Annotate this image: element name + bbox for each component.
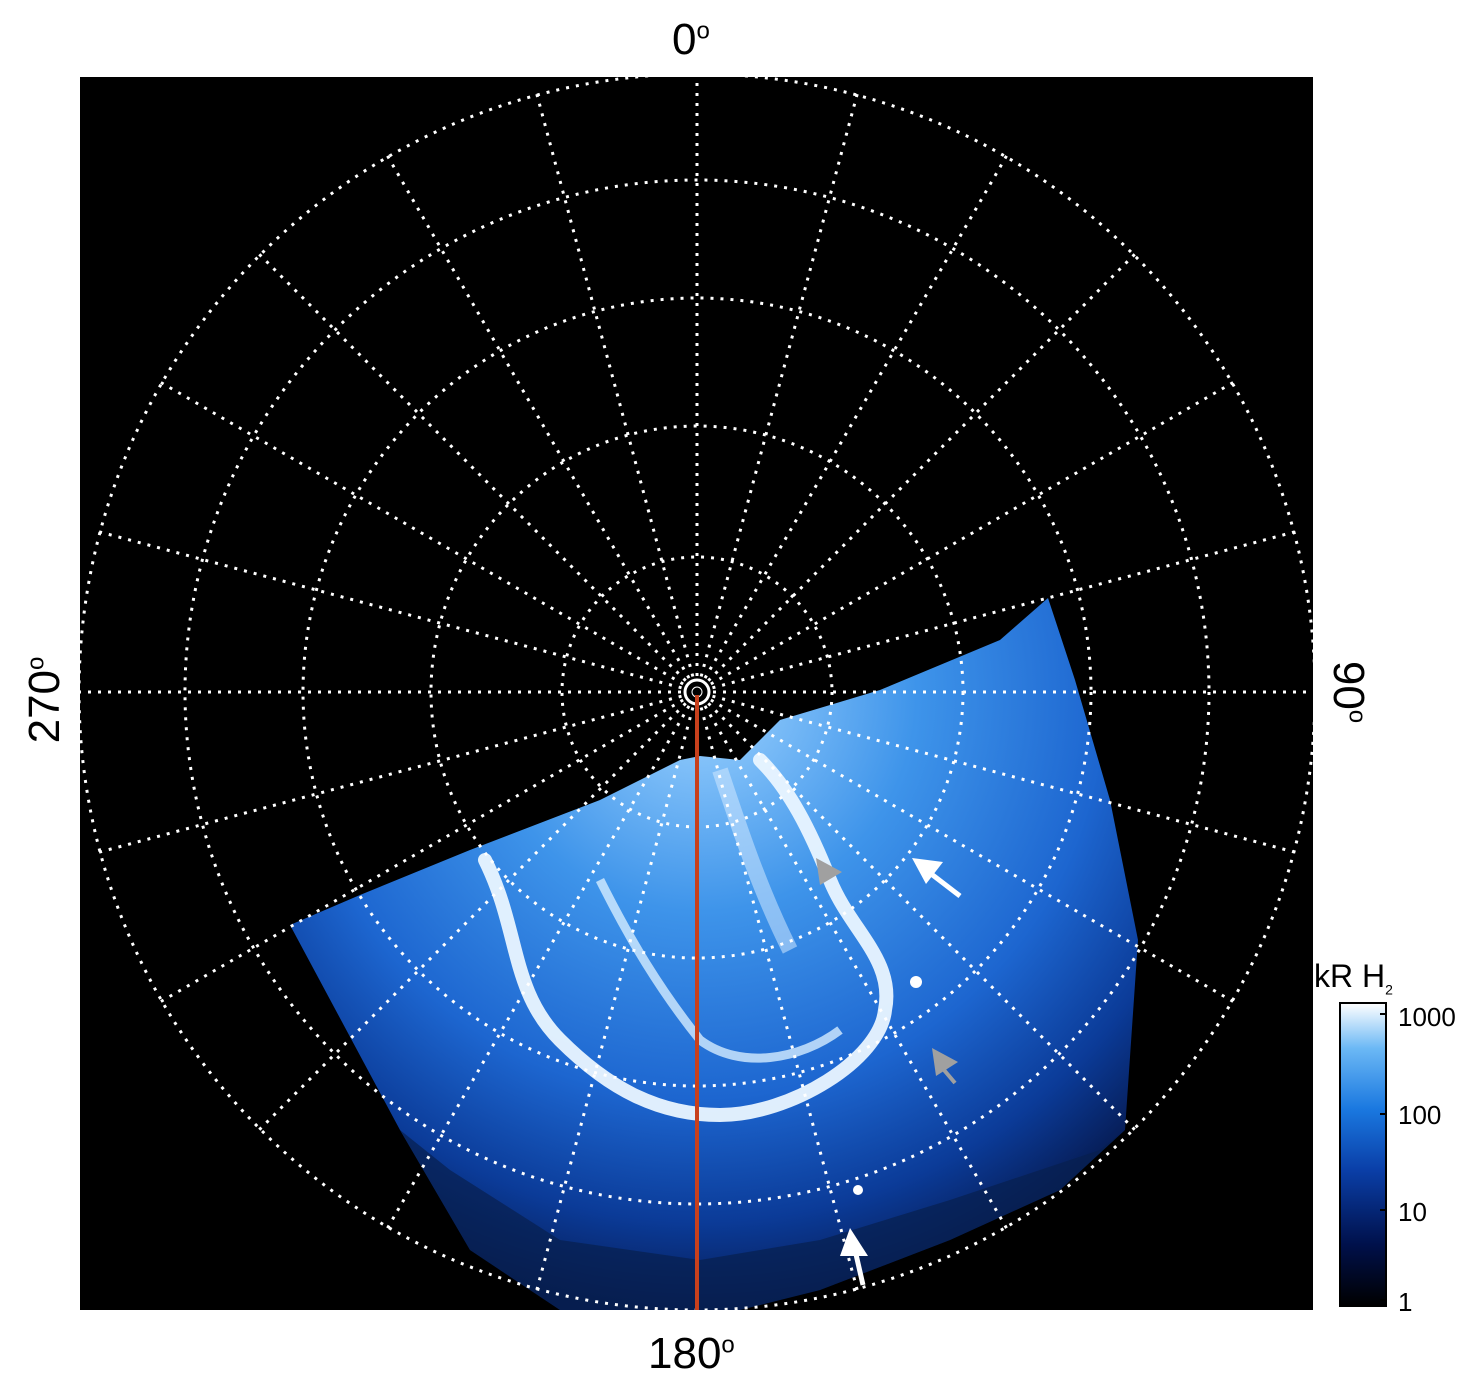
polar-emission-streak bbox=[712, 767, 798, 954]
colorbar-tick-label: 100 bbox=[1398, 1100, 1442, 1130]
meridian-line bbox=[383, 705, 691, 1235]
main-auroral-oval bbox=[478, 753, 894, 1123]
meridian-line bbox=[703, 705, 1011, 1235]
meridian-line bbox=[253, 248, 687, 682]
meridian-line bbox=[707, 702, 1141, 1136]
meridian-line bbox=[712, 528, 1302, 690]
meridian-line bbox=[533, 707, 695, 1297]
longitude-label-right: 90o bbox=[1324, 660, 1373, 724]
longitude-label-left: 270o bbox=[20, 656, 69, 744]
meridian-line bbox=[92, 528, 682, 690]
longitude-label-top: 0o bbox=[672, 15, 710, 64]
longitude-label-bottom: 180o bbox=[648, 1329, 735, 1378]
meridian-line bbox=[707, 248, 1141, 682]
colorbar-tick-label: 10 bbox=[1398, 1197, 1427, 1227]
colorbar-tick-label: 1 bbox=[1398, 1287, 1413, 1317]
meridian-line bbox=[154, 378, 684, 686]
inner-auroral-emission bbox=[595, 877, 843, 1063]
meridian-line bbox=[710, 378, 1240, 686]
aurora-emission-region bbox=[290, 598, 1138, 1310]
colorbar-title: kR H2 bbox=[1314, 958, 1393, 998]
bright-spot bbox=[910, 976, 922, 988]
aurora-outer-fringe bbox=[400, 1130, 1125, 1310]
colorbar bbox=[1339, 1002, 1387, 1307]
meridian-line bbox=[154, 698, 684, 1006]
meridian-line bbox=[710, 698, 1240, 1006]
gray-arrowhead-icon bbox=[932, 1048, 958, 1085]
white-arrow-icon bbox=[912, 858, 962, 898]
bright-spot bbox=[853, 1185, 863, 1195]
meridian-line bbox=[383, 149, 691, 679]
meridian-line bbox=[699, 87, 861, 677]
gray-arrowhead-icon bbox=[816, 858, 842, 885]
white-arrow-icon bbox=[840, 1228, 868, 1286]
meridian-line bbox=[533, 87, 695, 677]
meridian-line bbox=[703, 149, 1011, 679]
longitude-lines bbox=[80, 77, 1313, 1310]
meridian-line bbox=[712, 694, 1302, 856]
colorbar-ticks bbox=[1380, 1013, 1386, 1301]
meridian-line bbox=[699, 707, 861, 1297]
meridian-line bbox=[253, 702, 687, 1136]
colorbar-tick-label: 1000 bbox=[1398, 1002, 1456, 1032]
meridian-line bbox=[92, 694, 682, 856]
